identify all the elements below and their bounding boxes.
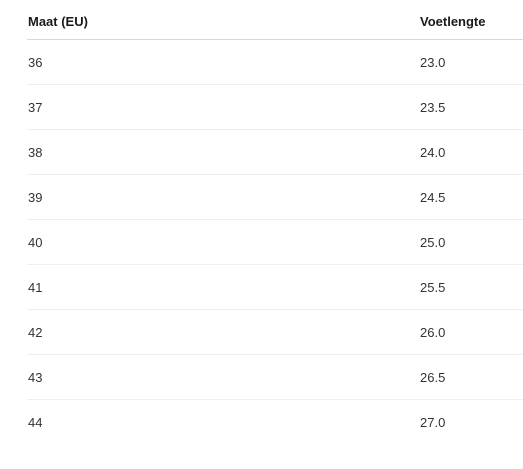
foot-length-cell: 25.0 (420, 234, 446, 250)
foot-length-cell: 24.0 (420, 144, 446, 160)
size-cell: 43 (28, 369, 43, 385)
size-cell: 37 (28, 99, 43, 115)
size-cell: 38 (28, 144, 43, 160)
size-cell: 41 (28, 279, 43, 295)
table-row: 42 26.0 (27, 310, 523, 355)
size-cell: 36 (28, 54, 43, 70)
column-header-foot-length: Voetlengte (420, 14, 486, 29)
foot-length-cell: 24.5 (420, 189, 446, 205)
table-row: 43 26.5 (27, 355, 523, 400)
foot-length-cell: 23.5 (420, 99, 446, 115)
size-cell: 39 (28, 189, 43, 205)
table-row: 41 25.5 (27, 265, 523, 310)
table-row: 38 24.0 (27, 130, 523, 175)
foot-length-cell: 26.5 (420, 369, 446, 385)
table-row: 44 27.0 (27, 400, 523, 445)
column-header-size: Maat (EU) (28, 14, 88, 29)
foot-length-cell: 26.0 (420, 324, 446, 340)
size-table: Maat (EU) Voetlengte 36 23.0 37 23.5 38 … (27, 0, 523, 445)
foot-length-cell: 25.5 (420, 279, 446, 295)
foot-length-cell: 23.0 (420, 54, 446, 70)
table-row: 40 25.0 (27, 220, 523, 265)
size-cell: 40 (28, 234, 43, 250)
size-cell: 42 (28, 324, 43, 340)
size-cell: 44 (28, 415, 43, 430)
foot-length-cell: 27.0 (420, 415, 446, 430)
table-header-row: Maat (EU) Voetlengte (27, 0, 523, 40)
table-row: 39 24.5 (27, 175, 523, 220)
table-row: 36 23.0 (27, 40, 523, 85)
table-row: 37 23.5 (27, 85, 523, 130)
